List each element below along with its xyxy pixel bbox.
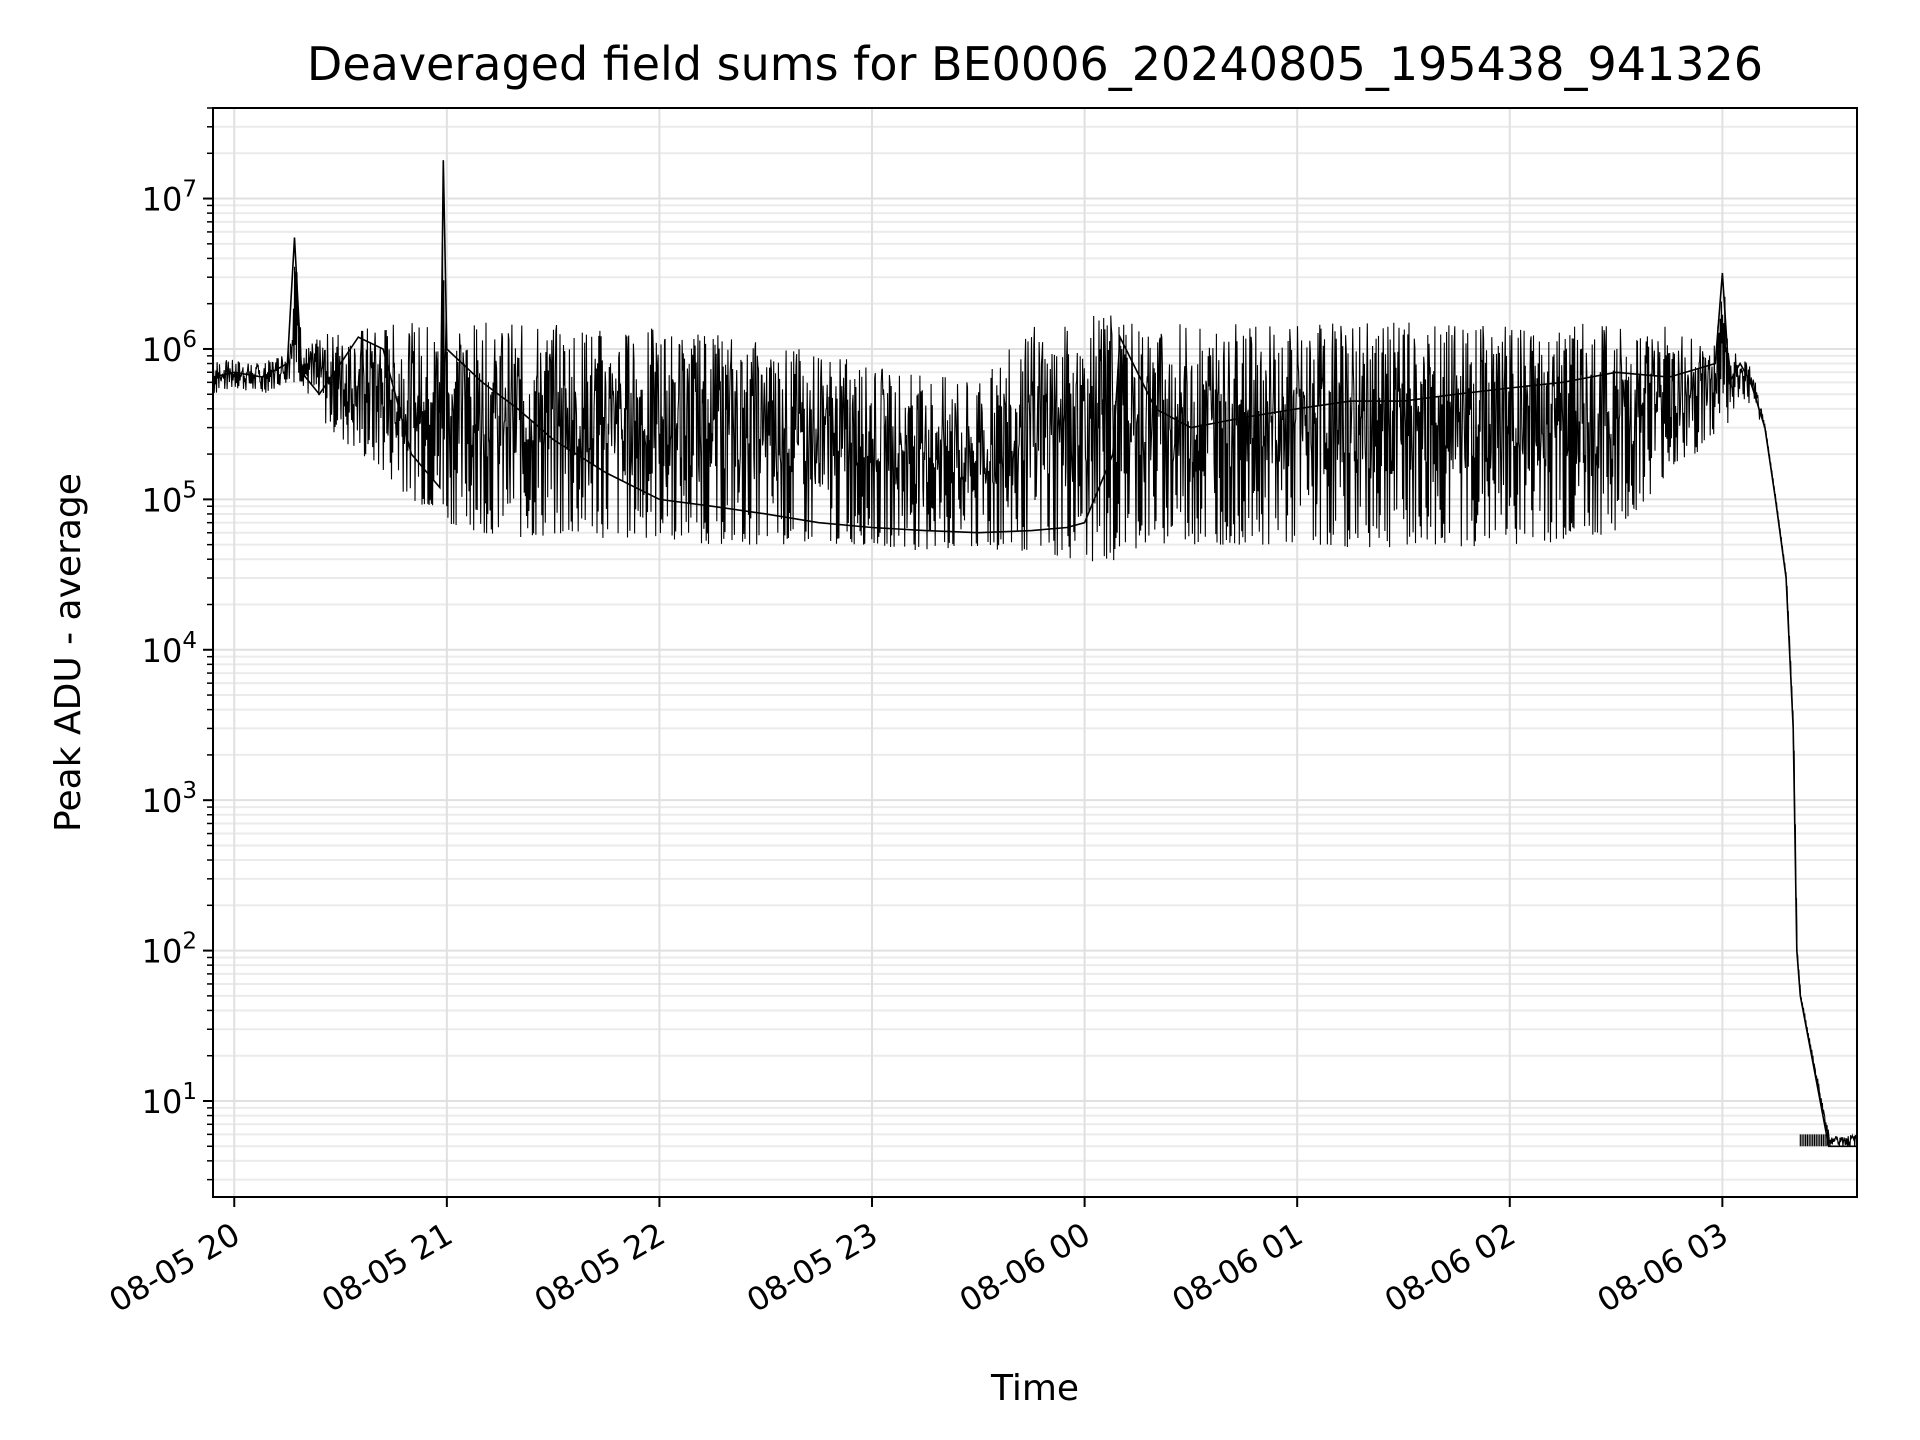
x-tick-label: 08-05 23 [740,1215,884,1320]
y-tick-label: 103 [142,778,197,820]
grid-layer [213,107,1857,1197]
x-tick-label: 08-05 21 [315,1215,459,1320]
y-tick-label: 104 [142,628,197,670]
plot-frame [212,107,1858,1198]
y-tick-label: 102 [142,929,197,971]
chart-title: Deaveraged field sums for BE0006_2024080… [307,37,1763,91]
tick-layer: 101 102 103 104 105 106 107 08-05 20 08-05 21 08-… [103,107,1735,1320]
data-layer [212,160,1859,1148]
y-tick-label: 101 [142,1079,197,1121]
series-envelope [212,244,1859,1147]
x-tick-label: 08-06 01 [1166,1215,1310,1320]
y-axis-title: Peak ADU - average [48,473,89,832]
x-tick-label: 08-05 22 [528,1215,672,1320]
x-axis-title: Time [990,1368,1079,1409]
y-tick-label: 107 [142,177,197,219]
y-tick-label: 105 [142,477,197,519]
x-tick-label: 08-06 00 [953,1215,1097,1320]
series-line [212,160,1857,1148]
x-tick-label: 08-06 03 [1591,1215,1735,1320]
x-tick-label: 08-05 20 [103,1215,247,1320]
y-tick-label: 106 [142,327,197,369]
x-tick-label: 08-06 02 [1378,1215,1522,1320]
